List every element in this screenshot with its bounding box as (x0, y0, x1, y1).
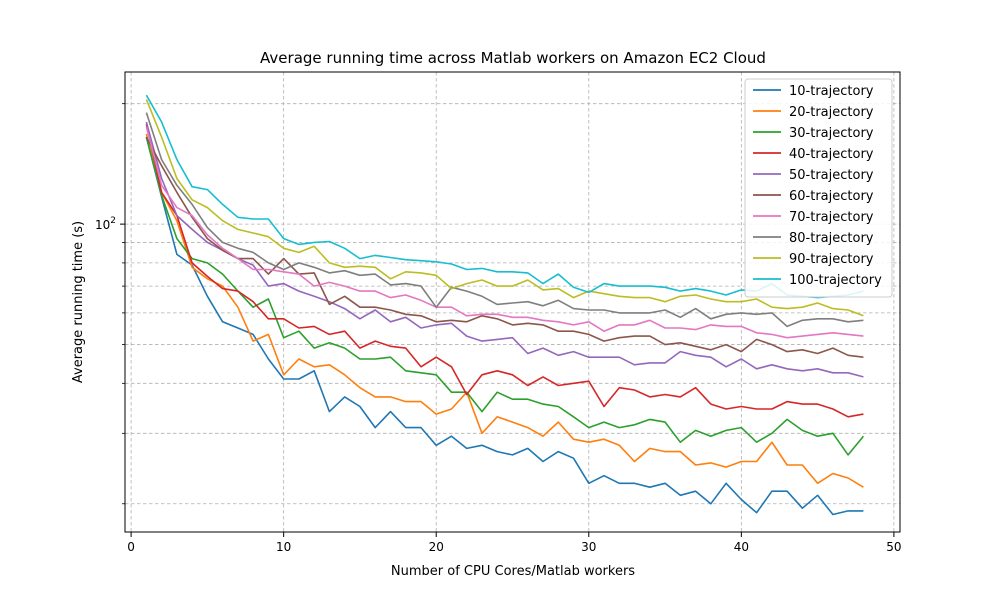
axis-ticks: 0 10 20 30 40 50 102 (95, 103, 902, 554)
series-lines (145, 94, 865, 516)
legend-label-7: 80-trajectory (789, 231, 874, 246)
x-tick-label-3: 30 (581, 540, 596, 554)
legend-label-9: 100-trajectory (789, 273, 882, 288)
series-line-10-trajectory (145, 136, 864, 516)
series-line-80-trajectory (145, 112, 864, 328)
x-tick-label-2: 20 (429, 540, 444, 554)
legend-label-6: 70-trajectory (789, 210, 874, 225)
series-line-70-trajectory (145, 126, 864, 339)
legend-label-4: 50-trajectory (789, 168, 874, 183)
chart-title: Average running time across Matlab worke… (260, 49, 766, 67)
legend-label-5: 60-trajectory (789, 189, 874, 204)
legend-box (744, 78, 893, 298)
series-line-40-trajectory (145, 123, 864, 418)
legend-label-0: 10-trajectory (789, 84, 874, 99)
series-line-50-trajectory (145, 121, 864, 378)
legend-label-8: 90-trajectory (789, 252, 874, 267)
x-tick-label-4: 40 (734, 540, 749, 554)
x-tick-label-0: 0 (127, 540, 135, 554)
y-axis-label: Average running time (s) (71, 221, 86, 383)
series-line-20-trajectory (145, 133, 864, 488)
x-axis-label: Number of CPU Cores/Matlab workers (391, 564, 635, 579)
x-tick-label-5: 50 (886, 540, 901, 554)
series-line-60-trajectory (145, 136, 864, 358)
y-tick-label-0: 102 (95, 216, 116, 232)
legend-label-3: 40-trajectory (789, 147, 874, 162)
plot-frame (124, 71, 901, 533)
legend-label-1: 20-trajectory (789, 105, 874, 120)
series-line-100-trajectory (145, 94, 864, 299)
legend-label-2: 30-trajectory (789, 126, 874, 141)
series-line-30-trajectory (145, 136, 865, 456)
series-line-90-trajectory (145, 99, 864, 317)
x-tick-label-1: 10 (276, 540, 291, 554)
legend: 10-trajectory 20-trajectory 30-trajectory 4… (744, 78, 893, 298)
